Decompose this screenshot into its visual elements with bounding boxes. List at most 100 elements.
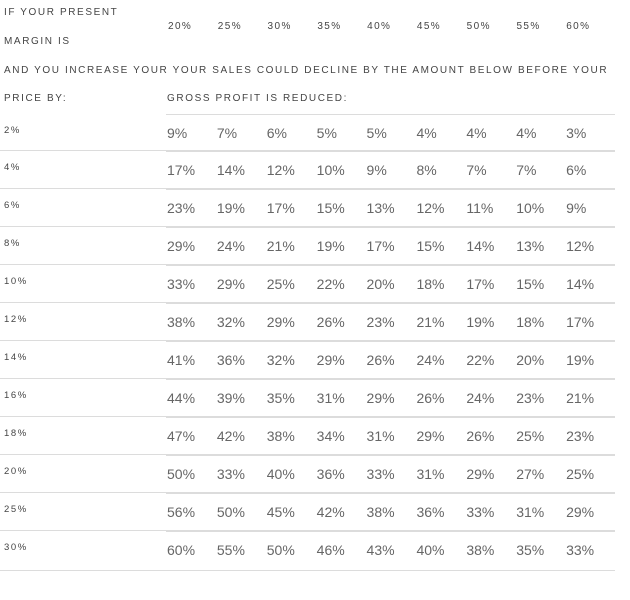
table-cell: 29% <box>167 238 196 254</box>
table-cell: 26% <box>466 428 495 444</box>
table-cell: 9% <box>167 125 188 141</box>
table-row: 4% 17% 14% 12% 10% 9% 8% 7% 7% 6% <box>0 151 615 189</box>
row-cells: 33% 29% 25% 22% 20% 18% 17% 15% 14% <box>166 265 615 302</box>
table-cell: 38% <box>266 428 295 444</box>
price-increase-table: 2% 9% 7% 6% 5% 5% 4% 4% 4% 3% 4% 17% 14% 12% 10% 9% 8% 7%… <box>0 114 615 571</box>
table-cell: 9% <box>566 200 587 216</box>
table-cell: 40% <box>416 542 445 558</box>
table-cell: 19% <box>316 238 345 254</box>
margin-header: 35% <box>317 21 342 32</box>
table-cell: 9% <box>366 162 387 178</box>
table-cell: 29% <box>466 466 495 482</box>
price-increase-label: 2% <box>4 125 21 136</box>
table-cell: 4% <box>516 125 537 141</box>
table-cell: 14% <box>566 276 595 292</box>
table-cell: 18% <box>516 314 545 330</box>
table-cell: 14% <box>466 238 495 254</box>
table-cell: 56% <box>167 504 196 520</box>
row-cells: 17% 14% 12% 10% 9% 8% 7% 7% 6% <box>166 151 615 188</box>
row-cells: 47% 42% 38% 34% 31% 29% 26% 25% 23% <box>166 417 615 454</box>
table-cell: 23% <box>566 428 595 444</box>
margin-header-row: 20% 25% 30% 35% 40% 45% 50% 55% 60% <box>166 21 614 35</box>
table-cell: 4% <box>466 125 487 141</box>
header-line-margin: MARGIN IS <box>4 36 71 47</box>
table-cell: 38% <box>167 314 196 330</box>
table-cell: 42% <box>216 428 245 444</box>
table-cell: 6% <box>566 162 587 178</box>
table-cell: 45% <box>266 504 295 520</box>
table-cell: 18% <box>416 276 445 292</box>
table-cell: 21% <box>266 238 295 254</box>
table-cell: 12% <box>266 162 295 178</box>
row-cells: 56% 50% 45% 42% 38% 36% 33% 31% 29% <box>166 493 615 530</box>
table-cell: 25% <box>516 428 545 444</box>
table-cell: 29% <box>566 504 595 520</box>
table-cell: 60% <box>167 542 196 558</box>
margin-header: 50% <box>466 21 491 32</box>
table-cell: 36% <box>216 352 245 368</box>
table-cell: 32% <box>216 314 245 330</box>
table-cell: 29% <box>366 390 395 406</box>
table-row: 10% 33% 29% 25% 22% 20% 18% 17% 15% 14% <box>0 265 615 303</box>
table-cell: 38% <box>366 504 395 520</box>
table-cell: 25% <box>266 276 295 292</box>
table-row: 14% 41% 36% 32% 29% 26% 24% 22% 20% 19% <box>0 341 615 379</box>
row-cells: 41% 36% 32% 29% 26% 24% 22% 20% 19% <box>166 341 615 378</box>
table-cell: 21% <box>566 390 595 406</box>
table-cell: 23% <box>516 390 545 406</box>
table-row: 8% 29% 24% 21% 19% 17% 15% 14% 13% 12% <box>0 227 615 265</box>
margin-header: 40% <box>367 21 392 32</box>
table-cell: 26% <box>416 390 445 406</box>
price-increase-label: 16% <box>4 390 28 401</box>
table-row: 12% 38% 32% 29% 26% 23% 21% 19% 18% 17% <box>0 303 615 341</box>
table-cell: 31% <box>316 390 345 406</box>
table-cell: 3% <box>566 125 587 141</box>
margin-header: 55% <box>516 21 541 32</box>
row-cells: 23% 19% 17% 15% 13% 12% 11% 10% 9% <box>166 189 615 226</box>
price-increase-label: 10% <box>4 276 28 287</box>
table-row: 30% 60% 55% 50% 46% 43% 40% 38% 35% 33% <box>0 531 615 571</box>
row-cells: 29% 24% 21% 19% 17% 15% 14% 13% 12% <box>166 227 615 264</box>
table-cell: 29% <box>266 314 295 330</box>
price-increase-label: 8% <box>4 238 21 249</box>
table-cell: 44% <box>167 390 196 406</box>
header-line-increase: AND YOU INCREASE YOUR YOUR SALES COULD D… <box>4 65 609 76</box>
margin-header: 45% <box>416 21 442 32</box>
table-cell: 33% <box>466 504 495 520</box>
table-cell: 21% <box>416 314 445 330</box>
table-cell: 39% <box>216 390 245 406</box>
table-cell: 13% <box>516 238 545 254</box>
table-cell: 24% <box>216 238 245 254</box>
margin-header: 20% <box>168 21 193 32</box>
table-cell: 19% <box>216 200 245 216</box>
table-cell: 26% <box>316 314 345 330</box>
table-cell: 15% <box>416 238 445 254</box>
table-row: 6% 23% 19% 17% 15% 13% 12% 11% 10% 9% <box>0 189 615 227</box>
table-cell: 34% <box>316 428 345 444</box>
price-increase-label: 18% <box>4 428 28 439</box>
table-cell: 6% <box>266 125 287 141</box>
table-cell: 20% <box>366 276 395 292</box>
table-cell: 33% <box>566 542 595 558</box>
table-row: 18% 47% 42% 38% 34% 31% 29% 26% 25% 23% <box>0 417 615 455</box>
table-cell: 50% <box>216 504 245 520</box>
table-cell: 7% <box>216 125 238 141</box>
table-cell: 14% <box>216 162 245 178</box>
table-cell: 7% <box>466 162 487 178</box>
table-cell: 4% <box>416 125 437 141</box>
table-cell: 17% <box>466 276 495 292</box>
table-cell: 38% <box>466 542 495 558</box>
table-cell: 46% <box>316 542 345 558</box>
table-cell: 29% <box>316 352 345 368</box>
table-cell: 26% <box>366 352 395 368</box>
price-increase-label: 20% <box>4 466 28 477</box>
price-increase-label: 4% <box>4 162 21 173</box>
table-cell: 29% <box>216 276 245 292</box>
table-cell: 29% <box>416 428 445 444</box>
table-cell: 31% <box>516 504 545 520</box>
table-cell: 27% <box>516 466 545 482</box>
table-cell: 10% <box>316 162 345 178</box>
price-increase-label: 12% <box>4 314 28 325</box>
table-cell: 25% <box>566 466 595 482</box>
table-cell: 50% <box>167 466 196 482</box>
